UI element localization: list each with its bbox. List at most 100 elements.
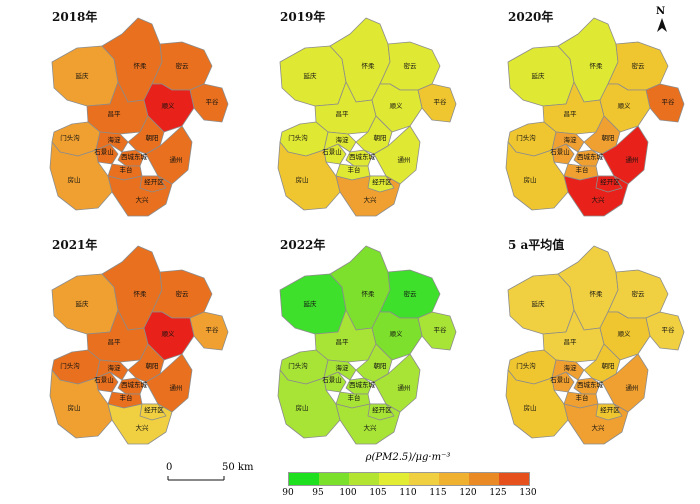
district-chaoyang bbox=[583, 115, 621, 155]
district-label-huairou: 怀柔 bbox=[590, 289, 604, 298]
district-label-shijingshan: 石景山 bbox=[94, 375, 114, 384]
district-label-changping: 昌平 bbox=[108, 110, 122, 118]
district-tongzhou bbox=[145, 353, 193, 413]
district-label-chaoyang: 朝阳 bbox=[374, 133, 387, 142]
district-label-tongzhou: 通州 bbox=[398, 155, 411, 164]
district-label-jingkai: 经开区 bbox=[600, 405, 620, 414]
map-panel-5: 延庆 怀柔 密云 平谷 昌平 顺义 门头沟 石景山 海淀 西城东城 朝阳 丰台 通州 房山 大兴 经开区 202… bbox=[260, 232, 490, 460]
district-label-jingkai: 经开区 bbox=[372, 405, 392, 414]
map-panel-2: 延庆 怀柔 密云 平谷 昌平 顺义 门头沟 石景山 海淀 西城东城 朝阳 丰台 通州 房山 大兴 经开区 201… bbox=[260, 4, 490, 232]
district-label-jingkai: 经开区 bbox=[144, 405, 164, 414]
district-label-tongzhou: 通州 bbox=[626, 383, 639, 392]
district-label-fangshan: 房山 bbox=[296, 175, 309, 184]
legend-swatch bbox=[469, 473, 499, 485]
district-label-mentougou: 门头沟 bbox=[516, 133, 536, 142]
district-label-mentougou: 门头沟 bbox=[288, 133, 308, 142]
district-label-miyun: 密云 bbox=[176, 61, 190, 70]
district-label-daxing: 大兴 bbox=[592, 195, 606, 204]
legend-tick-label: 110 bbox=[399, 488, 417, 498]
legend-tick-label: 95 bbox=[312, 488, 324, 498]
legend-swatch bbox=[409, 473, 439, 485]
district-label-xicheng: 西城东城 bbox=[349, 152, 376, 161]
legend-swatch bbox=[319, 473, 349, 485]
legend-tick-label: 90 bbox=[282, 488, 294, 498]
district-label-shijingshan: 石景山 bbox=[550, 147, 570, 156]
district-label-tongzhou: 通州 bbox=[170, 383, 183, 392]
district-label-haidian: 海淀 bbox=[108, 363, 122, 372]
district-label-miyun: 密云 bbox=[632, 289, 646, 298]
district-jingkai bbox=[139, 175, 167, 193]
legend-tick-label: 115 bbox=[429, 488, 447, 498]
legend-swatch bbox=[439, 473, 469, 485]
district-label-mentougou: 门头沟 bbox=[516, 361, 536, 370]
district-label-tongzhou: 通州 bbox=[398, 383, 411, 392]
panel-title: 2020年 bbox=[508, 10, 554, 24]
district-label-changping: 昌平 bbox=[336, 338, 350, 346]
legend-tick-label: 120 bbox=[459, 488, 477, 498]
district-label-pinggu: 平谷 bbox=[662, 97, 676, 106]
district-label-shijingshan: 石景山 bbox=[94, 147, 114, 156]
district-jingkai bbox=[367, 175, 395, 193]
legend-tick-label: 130 bbox=[519, 488, 537, 498]
district-label-daxing: 大兴 bbox=[592, 423, 606, 432]
district-label-yanqing: 延庆 bbox=[304, 71, 318, 80]
north-label: N bbox=[656, 6, 666, 17]
district-label-yanqing: 延庆 bbox=[532, 71, 546, 80]
district-label-shunyi: 顺义 bbox=[618, 102, 632, 110]
scale-start-label: 0 bbox=[166, 462, 173, 473]
district-jingkai bbox=[595, 403, 623, 421]
district-label-miyun: 密云 bbox=[404, 289, 418, 298]
district-label-fangshan: 房山 bbox=[524, 175, 537, 184]
district-label-huairou: 怀柔 bbox=[362, 289, 376, 298]
district-label-fengtai: 丰台 bbox=[348, 165, 361, 174]
legend-swatch bbox=[349, 473, 379, 485]
district-label-haidian: 海淀 bbox=[564, 135, 578, 144]
district-label-yanqing: 延庆 bbox=[76, 71, 90, 80]
district-label-changping: 昌平 bbox=[564, 338, 578, 346]
legend-color-bar bbox=[288, 472, 530, 486]
district-tongzhou bbox=[373, 353, 421, 413]
district-chaoyang bbox=[127, 343, 165, 383]
district-label-mentougou: 门头沟 bbox=[60, 361, 80, 370]
district-label-fengtai: 丰台 bbox=[576, 165, 589, 174]
district-jingkai bbox=[367, 403, 395, 421]
legend-tick-label: 100 bbox=[339, 488, 357, 498]
panel-title: 2022年 bbox=[280, 238, 326, 252]
district-label-fengtai: 丰台 bbox=[576, 393, 589, 402]
district-label-shijingshan: 石景山 bbox=[322, 375, 342, 384]
legend-swatch bbox=[289, 473, 319, 485]
legend-tick-label: 125 bbox=[489, 488, 507, 498]
map-panel-6: 延庆 怀柔 密云 平谷 昌平 顺义 门头沟 石景山 海淀 西城东城 朝阳 丰台 通州 房山 大兴 经开区 5 a… bbox=[488, 232, 700, 460]
scale-end-label: 50 km bbox=[222, 462, 254, 473]
district-label-fengtai: 丰台 bbox=[348, 393, 361, 402]
district-label-huairou: 怀柔 bbox=[134, 61, 148, 70]
district-label-shijingshan: 石景山 bbox=[550, 375, 570, 384]
map-panel-3: 延庆 怀柔 密云 平谷 昌平 顺义 门头沟 石景山 海淀 西城东城 朝阳 丰台 通州 房山 大兴 经开区 202… bbox=[488, 4, 700, 232]
district-label-tongzhou: 通州 bbox=[170, 155, 183, 164]
district-label-jingkai: 经开区 bbox=[144, 177, 164, 186]
district-label-pinggu: 平谷 bbox=[662, 325, 676, 334]
district-label-yanqing: 延庆 bbox=[304, 299, 318, 308]
legend-swatch bbox=[379, 473, 409, 485]
district-label-miyun: 密云 bbox=[176, 289, 190, 298]
legend-ticks: 90 95 100 105 110 115 120 125 130 bbox=[282, 488, 536, 500]
district-label-daxing: 大兴 bbox=[364, 423, 378, 432]
district-label-haidian: 海淀 bbox=[336, 363, 350, 372]
panel-title: 2021年 bbox=[52, 238, 98, 252]
scale-bar-line bbox=[167, 476, 225, 481]
district-label-xicheng: 西城东城 bbox=[121, 152, 148, 161]
district-chaoyang bbox=[583, 343, 621, 383]
north-arrow-icon bbox=[657, 18, 667, 32]
district-label-daxing: 大兴 bbox=[136, 195, 150, 204]
district-label-huairou: 怀柔 bbox=[362, 61, 376, 70]
district-label-xicheng: 西城东城 bbox=[577, 152, 604, 161]
district-label-changping: 昌平 bbox=[108, 338, 122, 346]
district-label-chaoyang: 朝阳 bbox=[146, 361, 159, 370]
district-label-haidian: 海淀 bbox=[108, 135, 122, 144]
district-tongzhou bbox=[145, 125, 193, 185]
district-label-chaoyang: 朝阳 bbox=[602, 361, 615, 370]
